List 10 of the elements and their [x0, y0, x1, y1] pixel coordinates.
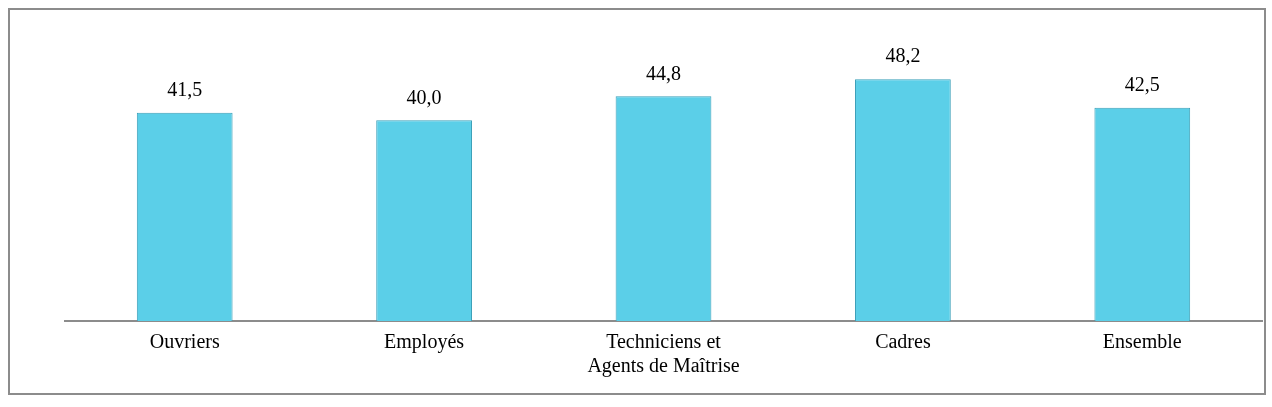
data-label: 48,2 [885, 44, 921, 67]
x-tick-label: Ensemble [1102, 330, 1182, 353]
x-tick-label: Employés [384, 330, 465, 354]
data-label: 44,8 [646, 61, 681, 84]
data-label: 41,5 [167, 78, 203, 101]
x-tick-label: Techniciens et Agents de Maîtrise [587, 330, 740, 378]
x-tick-label: Ouvriers [149, 330, 220, 353]
data-label: 42,5 [1124, 73, 1160, 96]
x-tick-label: Cadres [875, 330, 931, 353]
data-label: 40,0 [406, 85, 442, 108]
